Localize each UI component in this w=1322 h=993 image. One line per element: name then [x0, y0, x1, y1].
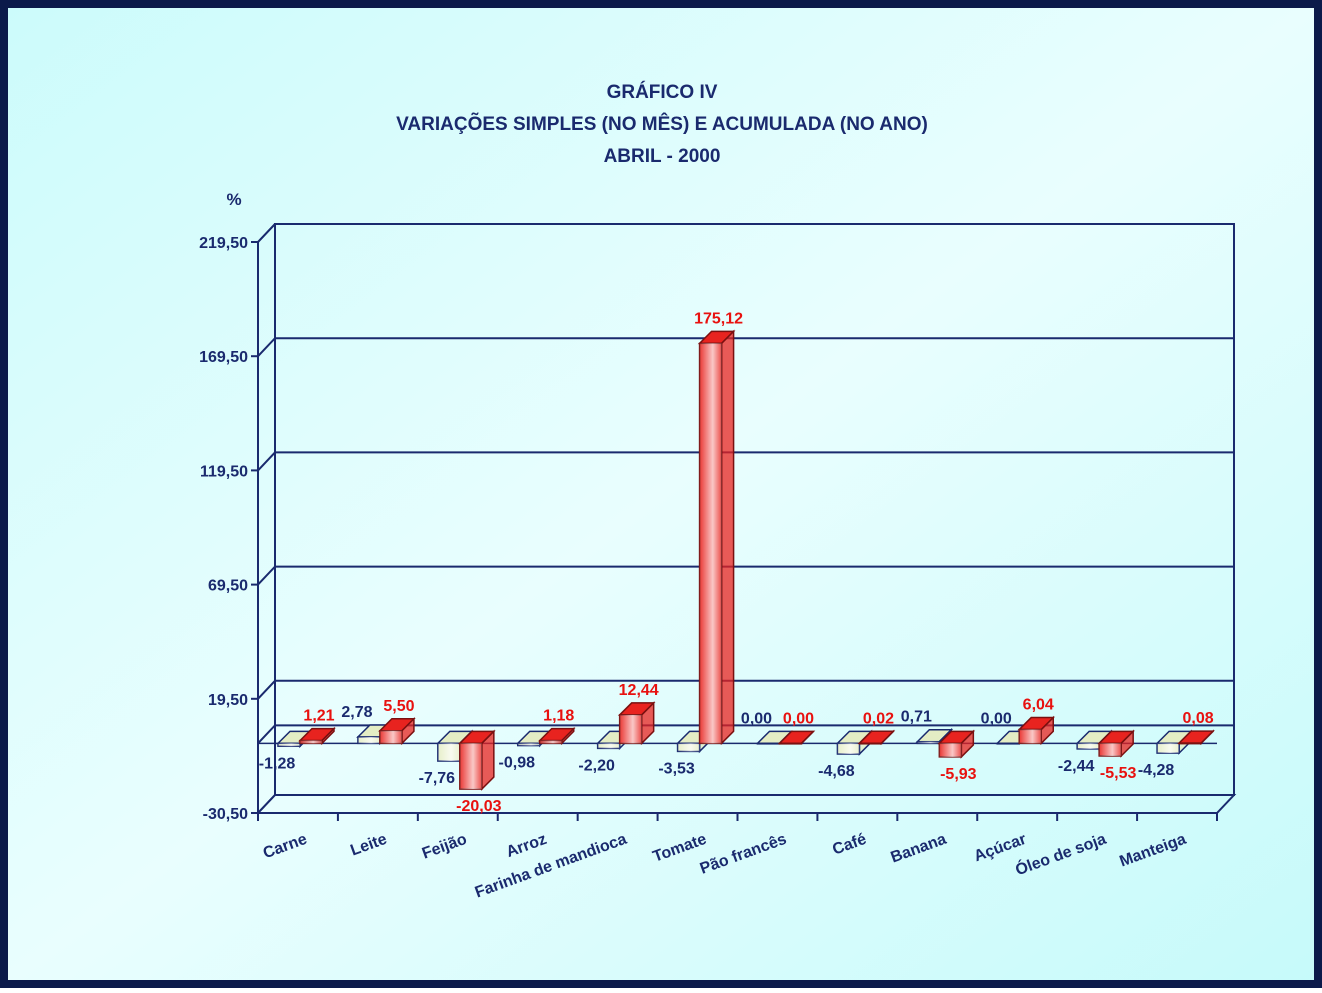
y-tick-label: 169,50 [199, 349, 248, 366]
bar-shine [619, 714, 642, 744]
value-label: 1,18 [543, 708, 574, 725]
value-label: -4,68 [818, 763, 855, 780]
bar-shine [517, 743, 540, 746]
bar-front [756, 742, 781, 745]
bar [378, 716, 416, 746]
value-label: 12,44 [619, 682, 659, 699]
y-tick-label: 19,50 [208, 692, 248, 709]
bar [697, 329, 736, 746]
bar-shine [677, 743, 700, 752]
bar-side [720, 329, 735, 746]
value-label: 0,71 [901, 709, 932, 726]
grid-line [257, 337, 1234, 357]
bar [1177, 729, 1215, 746]
value-label: -4,28 [1138, 762, 1175, 779]
bar-shine [357, 736, 380, 744]
grid-line [257, 223, 1234, 243]
value-label: 0,00 [741, 710, 772, 727]
grid-line [257, 679, 1234, 700]
y-tick-label: 219,50 [199, 235, 248, 252]
y-axis-label: % [226, 190, 241, 209]
value-label: -2,20 [578, 757, 615, 774]
bar-shine [379, 730, 402, 744]
value-label: 2,78 [341, 704, 372, 721]
value-label: 175,12 [694, 310, 743, 327]
bar-side [800, 730, 815, 744]
bar [937, 729, 976, 759]
bar-front [778, 742, 803, 745]
bar [458, 729, 496, 791]
zero-plane [257, 724, 1234, 745]
grid-line [257, 565, 1234, 586]
bar [857, 729, 896, 746]
value-label: -0,98 [499, 755, 536, 772]
bar-front [1178, 742, 1202, 745]
value-label: -2,44 [1058, 758, 1095, 775]
bar-shine [278, 743, 300, 747]
value-label: 0,00 [783, 710, 814, 727]
bar-shine [1099, 743, 1122, 756]
value-label: -1,28 [259, 755, 296, 772]
bar-shine [1077, 743, 1100, 749]
bar [537, 726, 576, 746]
y-tick-label: -30,50 [203, 806, 248, 823]
bar-shine [917, 741, 940, 744]
bar-shine [939, 743, 962, 757]
bar-shine [597, 743, 620, 749]
grid-line [257, 794, 1234, 814]
title-line: ABRIL - 2000 [604, 146, 721, 167]
bar [1017, 715, 1056, 746]
bar-front [996, 742, 1020, 745]
value-label: 1,21 [303, 708, 334, 725]
y-tick-label: 119,50 [200, 463, 248, 480]
value-label: 0,08 [1183, 710, 1214, 727]
value-label: 0,02 [863, 710, 894, 727]
value-label: -5,93 [940, 766, 977, 783]
value-label: -5,53 [1100, 765, 1137, 782]
bar-shine [1157, 743, 1180, 754]
bar-shine [1019, 729, 1042, 744]
bar-shine [837, 743, 860, 755]
grid-line [257, 451, 1234, 472]
bar-shine [539, 740, 562, 744]
bar-front [858, 742, 883, 745]
title: GRÁFICO IV VARIAÇÕES SIMPLES (NO MÊS) E … [396, 81, 928, 167]
bar-shine [459, 743, 482, 790]
bar [298, 726, 336, 746]
value-label: 0,00 [981, 710, 1012, 727]
bar-shine [437, 743, 460, 762]
bar [777, 730, 816, 745]
bar [617, 701, 656, 746]
title-line: GRÁFICO IV [607, 81, 718, 103]
title-line: VARIAÇÕES SIMPLES (NO MÊS) E ACUMULADA (… [396, 113, 928, 135]
value-label: -3,53 [658, 760, 695, 777]
bar-shine [699, 343, 722, 744]
y-tick-label: 69,50 [208, 578, 248, 595]
bar [1097, 729, 1135, 758]
value-label: -7,76 [419, 770, 456, 787]
value-label: -20,03 [456, 798, 501, 815]
value-label: 5,50 [383, 698, 414, 715]
bar-shine [300, 740, 322, 744]
value-label: 6,04 [1023, 697, 1054, 714]
